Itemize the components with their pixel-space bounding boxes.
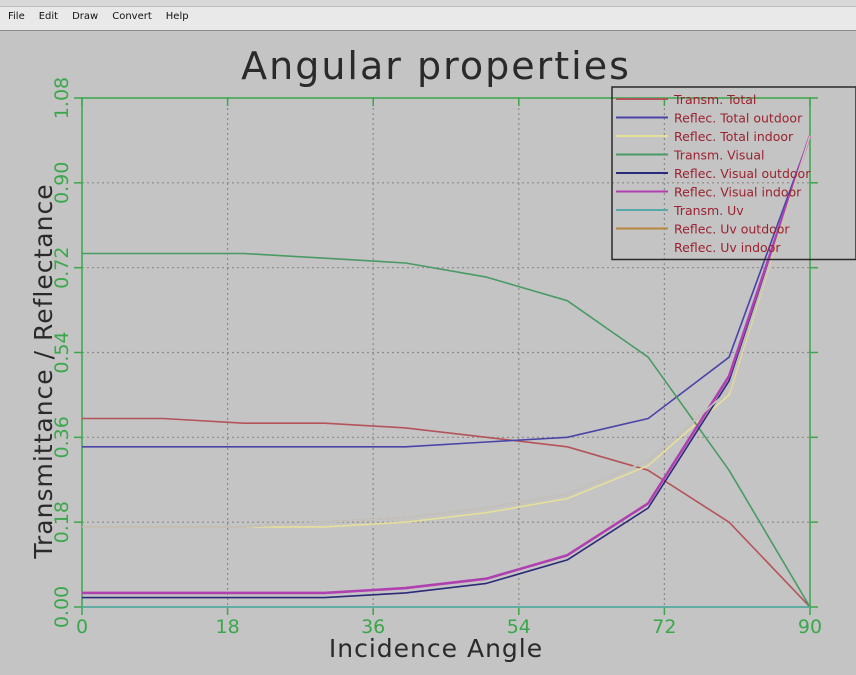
y-tick-label: 0.36 xyxy=(51,416,73,458)
series-line-reflec-total-outdoor xyxy=(82,135,811,448)
legend: Transm. Total Reflec. Total outdoor Reflec… xyxy=(611,86,856,261)
series-line-reflec-uv-indoor xyxy=(82,135,811,528)
x-tick-label: 90 xyxy=(798,616,822,638)
x-axis-label: Incidence Angle xyxy=(329,634,543,663)
series-line-transm-visual xyxy=(82,252,811,608)
y-tick-label: 0.72 xyxy=(51,247,73,289)
menu-help[interactable]: Help xyxy=(165,11,189,22)
menu-bar: File Edit Draw Convert Help xyxy=(0,0,856,31)
window-title-strip xyxy=(0,0,856,7)
legend-label: Reflec. Total outdoor xyxy=(674,111,803,126)
chart-title: Angular properties xyxy=(241,44,631,88)
angular-properties-chart: Angular properties Incidence Angle Trans… xyxy=(0,31,856,671)
x-tick-label: 18 xyxy=(216,616,240,638)
x-tick-label: 0 xyxy=(76,616,88,638)
y-tick-label: 1.08 xyxy=(51,77,73,119)
legend-label: Transm. Visual xyxy=(673,148,764,163)
y-tick-label: 0.18 xyxy=(51,501,73,543)
legend-label: Reflec. Uv indoor xyxy=(674,240,781,255)
legend-label: Reflec. Visual outdoor xyxy=(674,166,811,181)
y-tick-label: 0.90 xyxy=(51,162,73,204)
plot-area: Angular properties Incidence Angle Trans… xyxy=(0,31,856,671)
legend-label: Reflec. Uv outdoor xyxy=(674,222,790,237)
chart-background xyxy=(0,31,856,671)
y-tick-label: 0.54 xyxy=(51,331,73,373)
menu-convert[interactable]: Convert xyxy=(112,11,152,22)
menu-edit[interactable]: Edit xyxy=(38,11,59,22)
menu-file[interactable]: File xyxy=(8,11,25,22)
x-tick-label: 72 xyxy=(652,616,676,638)
series-line-reflec-visual-outdoor xyxy=(82,135,811,599)
legend-label: Transm. Uv xyxy=(673,203,744,218)
x-tick-label: 54 xyxy=(507,616,531,638)
series-line-transm-total xyxy=(82,417,811,608)
series-layer xyxy=(82,135,812,608)
y-tick-label: 0.00 xyxy=(51,586,73,628)
y-axis-label: Transmittance / Reflectance xyxy=(29,183,58,559)
menu-draw[interactable]: Draw xyxy=(72,11,99,22)
series-line-reflec-visual-indoor xyxy=(82,135,812,595)
legend-label: Reflec. Total indoor xyxy=(674,129,794,144)
legend-label: Transm. Total xyxy=(673,92,756,107)
legend-label: Reflec. Visual indoor xyxy=(674,185,802,200)
legend-box xyxy=(611,86,856,261)
menu-list: File Edit Draw Convert Help xyxy=(6,9,191,24)
x-tick-label: 36 xyxy=(361,616,385,638)
axes-layer: 0 18 36 54 72 90 0.00 0.18 0.36 0.54 0.72 0.90 1.08 xyxy=(51,77,822,638)
